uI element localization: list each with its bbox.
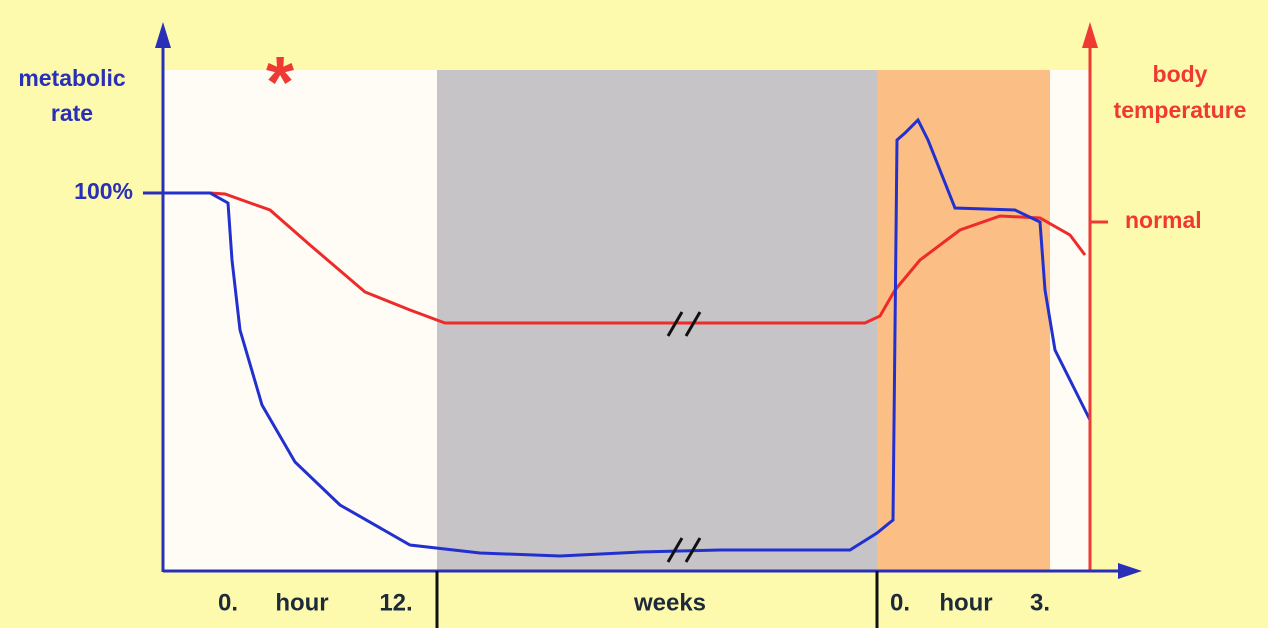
- x-label: 0.: [890, 589, 910, 616]
- x-label: hour: [275, 589, 328, 616]
- x-label: 3.: [1030, 589, 1050, 616]
- left-arrow: [155, 22, 171, 48]
- temperature-curve: [209, 191, 1087, 325]
- left-axis-label: rate: [51, 100, 93, 126]
- x-label: 0.: [218, 589, 238, 616]
- metabolic-curve: [163, 117, 1092, 558]
- right-axis-label: body: [1153, 61, 1208, 87]
- left-tick-label: 100%: [74, 178, 133, 204]
- axis-break: [666, 311, 702, 563]
- x-label: 12.: [379, 589, 412, 616]
- left-axis-label: metabolic: [18, 65, 126, 91]
- x-label: hour: [939, 589, 992, 616]
- phase-entry: [163, 70, 437, 570]
- marker: *: [266, 43, 294, 123]
- x-label: weeks: [633, 589, 706, 616]
- phase-after: [1050, 70, 1090, 570]
- phase-arousal: [877, 70, 1050, 570]
- right-axis-label: temperature: [1114, 97, 1247, 123]
- right-tick-label: normal: [1125, 207, 1202, 233]
- x-arrow: [1118, 563, 1142, 579]
- phase-hibernation: [437, 70, 877, 570]
- right-arrow: [1082, 22, 1098, 48]
